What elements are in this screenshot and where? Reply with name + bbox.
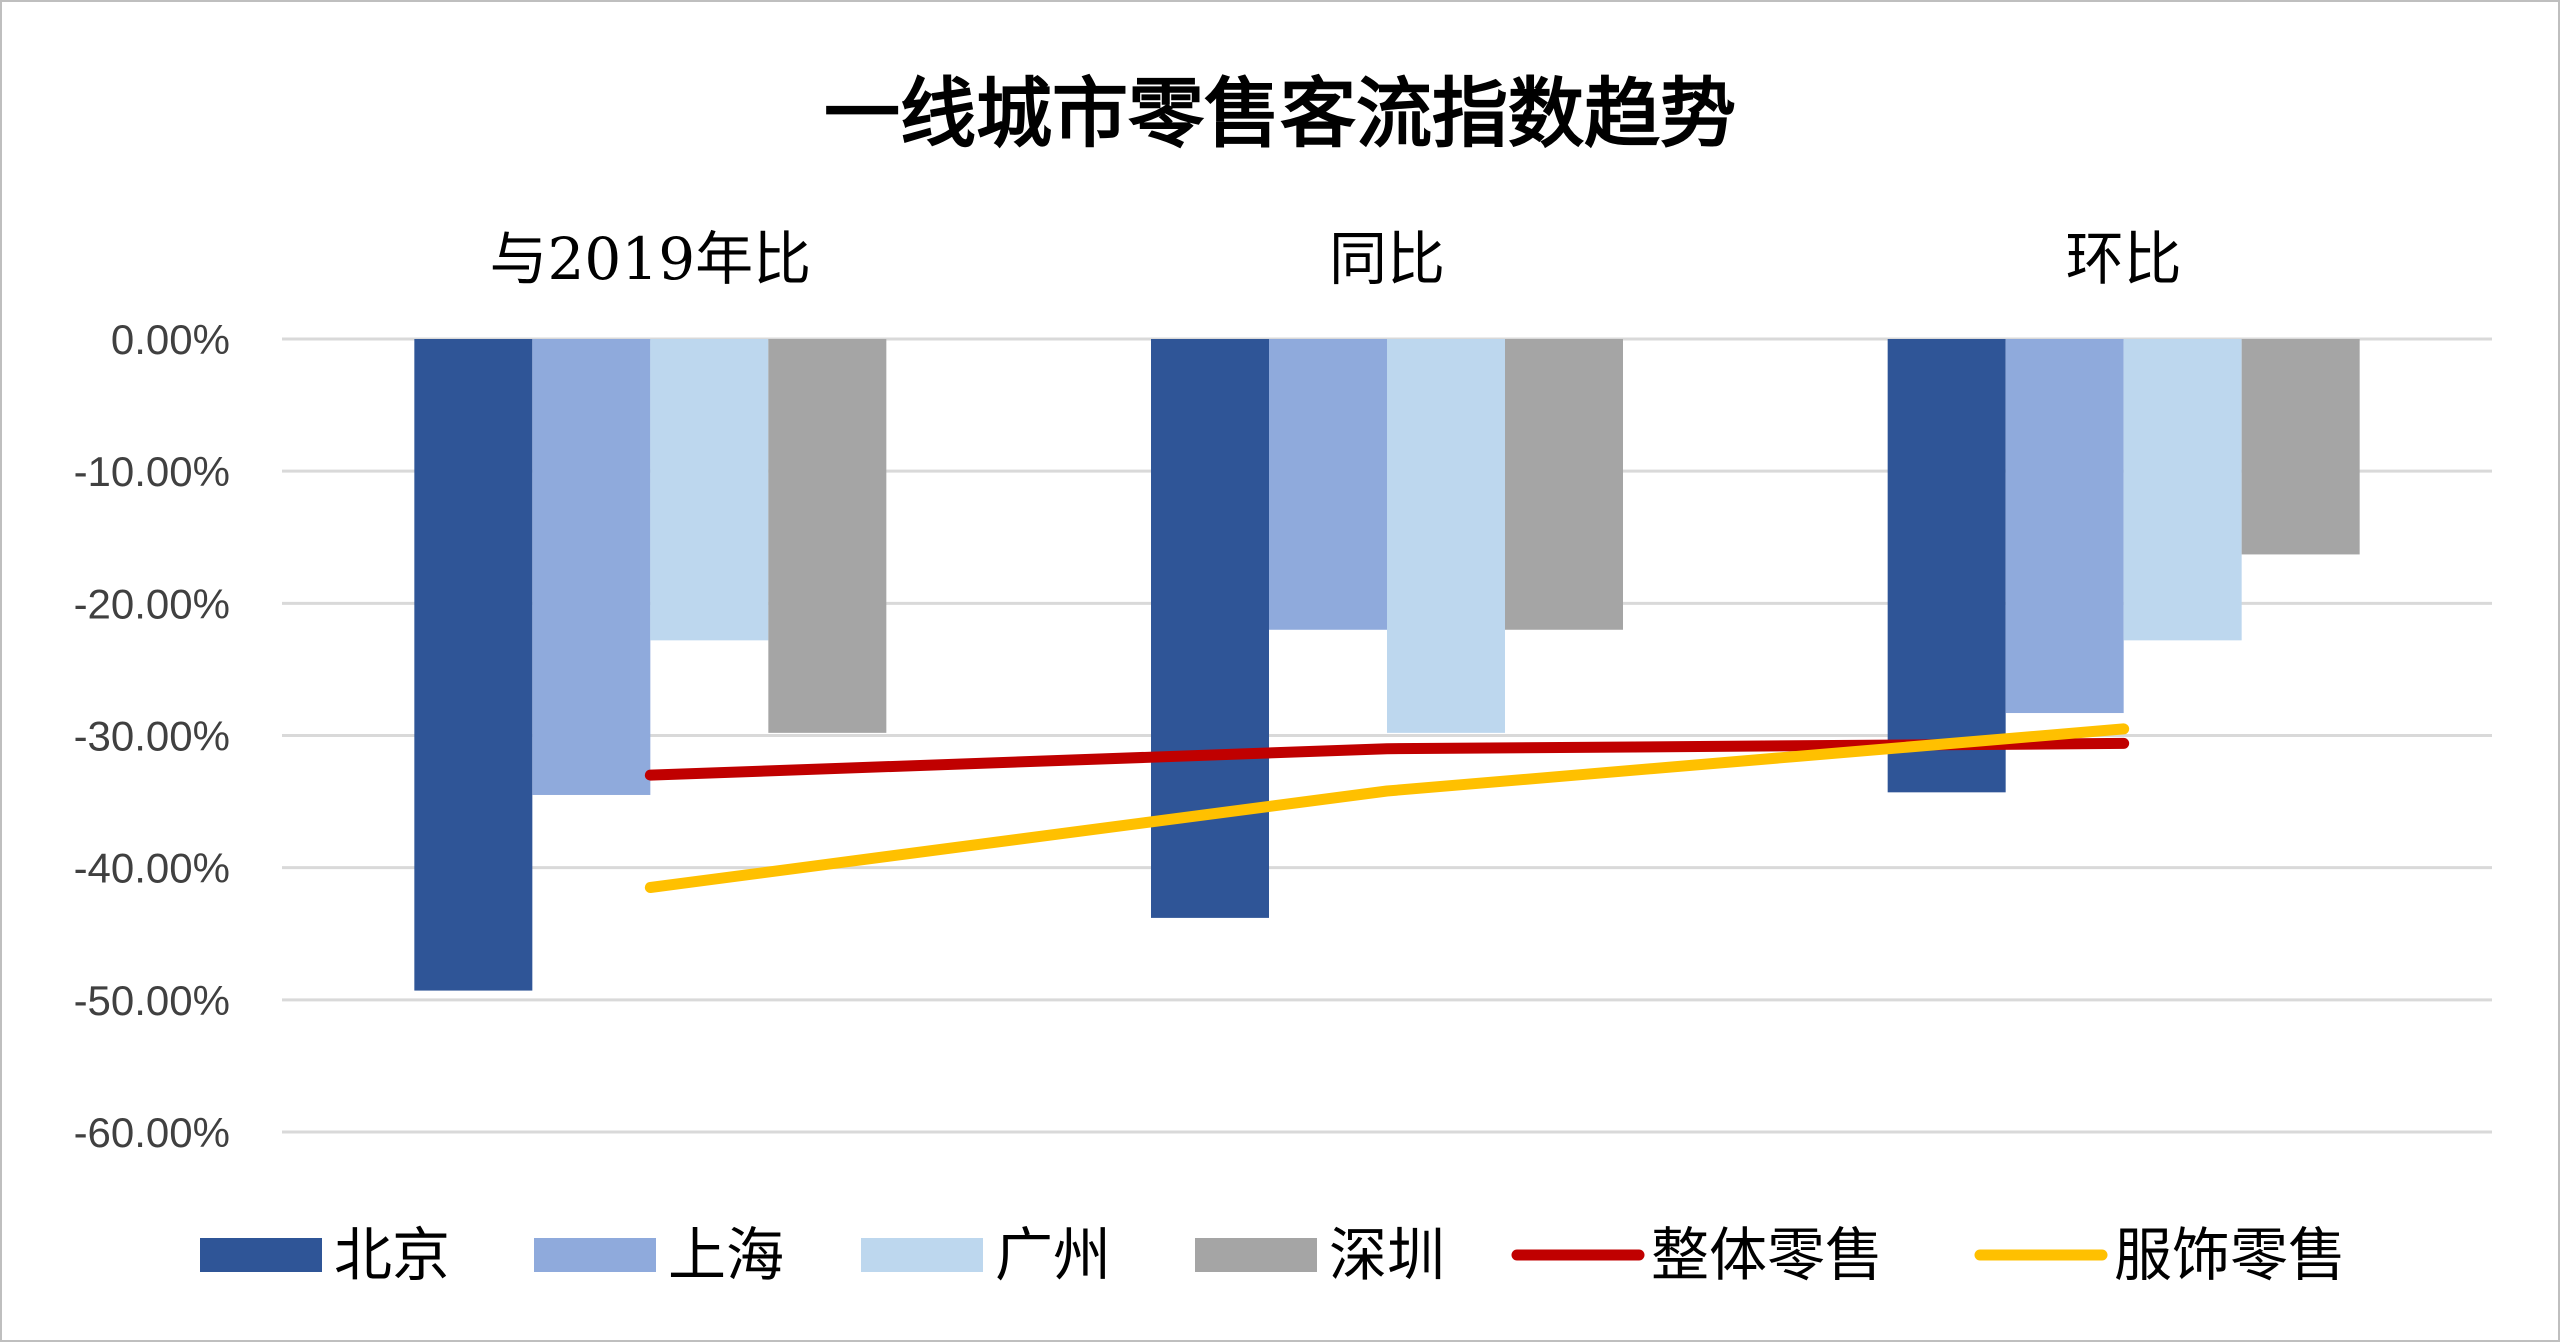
y-tick-label: -30.00%	[74, 713, 230, 760]
bar-北京	[1151, 339, 1269, 918]
bar-上海	[1269, 339, 1387, 630]
legend-label: 北京	[334, 1221, 450, 1289]
legend-label: 上海	[668, 1221, 784, 1289]
y-tick-label: 0.00%	[111, 316, 230, 363]
chart-title: 一线城市零售客流指数趋势	[824, 69, 1736, 158]
bar-广州	[1387, 339, 1505, 733]
legend-swatch-上海	[534, 1238, 656, 1272]
bars	[414, 339, 2360, 991]
legend: 北京 上海 广州 深圳 整体零售 服饰零售	[200, 1221, 2346, 1289]
legend-swatch-广州	[861, 1238, 983, 1272]
series-line-服饰零售	[644, 723, 2130, 893]
y-tick-label: -40.00%	[74, 845, 230, 892]
bar-上海	[2005, 339, 2124, 714]
bar-深圳	[768, 339, 887, 733]
lines	[644, 723, 2130, 893]
legend-swatch-北京	[200, 1238, 322, 1272]
bar-深圳	[2241, 339, 2360, 555]
y-tick-label: -20.00%	[74, 580, 230, 627]
category-label: 同比	[1329, 225, 1445, 293]
bar-北京	[414, 339, 533, 991]
bar-上海	[532, 339, 651, 795]
y-axis-ticks: 0.00% -10.00% -20.00% -30.00% -40.00% -50.00%…	[74, 316, 230, 1156]
y-tick-label: -50.00%	[74, 977, 230, 1024]
legend-swatch-深圳	[1195, 1238, 1317, 1272]
y-tick-label: -10.00%	[74, 448, 230, 495]
bar-广州	[650, 339, 769, 641]
legend-label: 深圳	[1329, 1221, 1445, 1289]
legend-label: 服饰零售	[2114, 1221, 2346, 1289]
bar-北京	[1887, 339, 2006, 793]
bar-广州	[2123, 339, 2242, 641]
category-label: 环比	[2066, 225, 2182, 293]
category-labels: 与2019年比 同比 环比	[490, 225, 2182, 293]
category-label: 与2019年比	[490, 225, 812, 293]
bar-深圳	[1505, 339, 1623, 630]
y-tick-label: -60.00%	[74, 1109, 230, 1156]
legend-label: 整体零售	[1651, 1221, 1883, 1289]
legend-label: 广州	[995, 1221, 1111, 1289]
